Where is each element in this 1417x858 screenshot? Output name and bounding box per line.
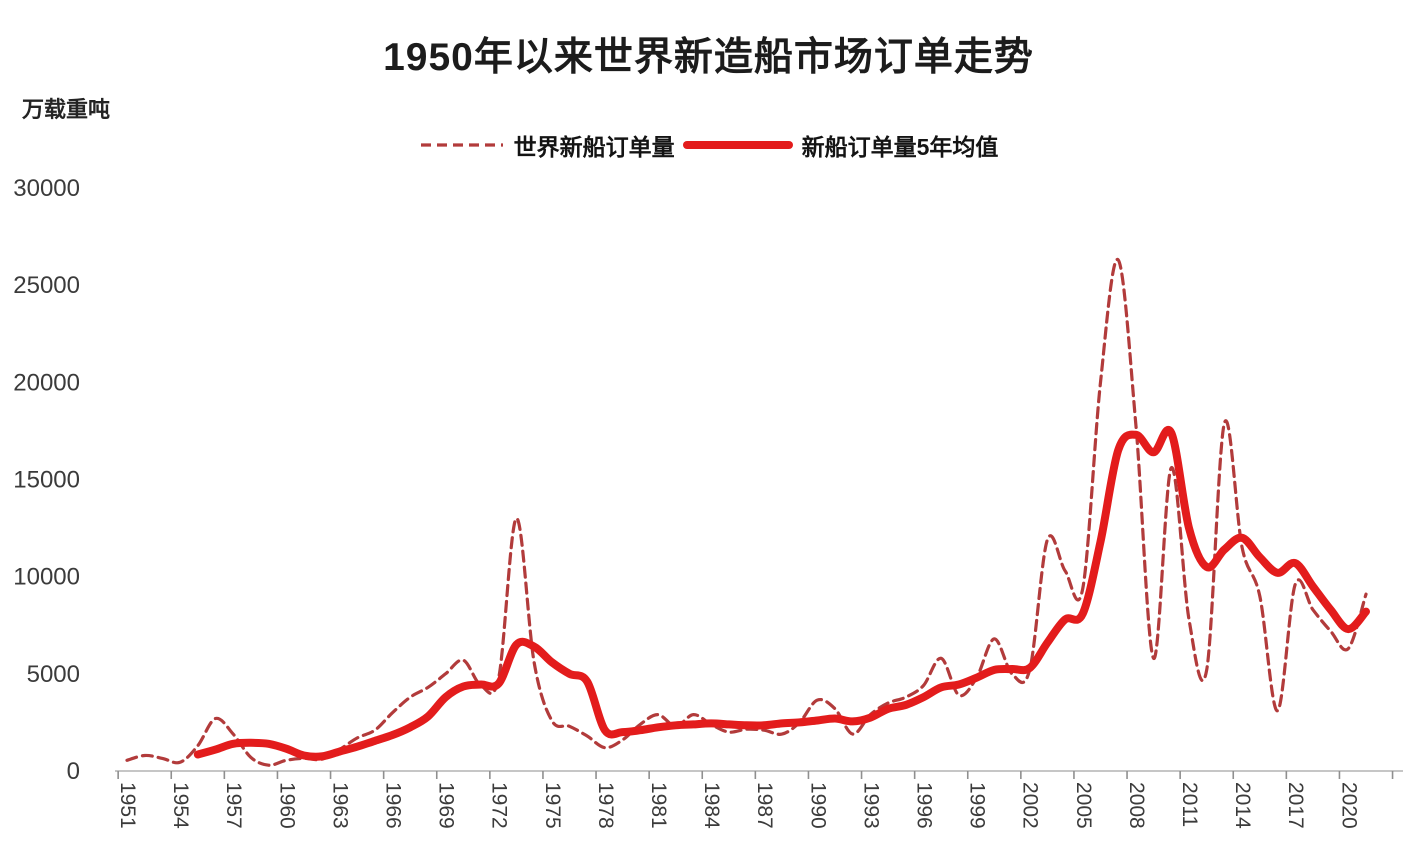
x-axis-tick-label: 2008 bbox=[1125, 782, 1148, 829]
y-axis-tick-label: 10000 bbox=[13, 564, 80, 591]
legend-label-5yr-average: 新船订单量5年均值 bbox=[801, 134, 999, 160]
x-axis-tick-label: 1954 bbox=[169, 782, 192, 829]
x-axis-tick-label: 1963 bbox=[328, 782, 351, 829]
x-axis-tick-label: 2020 bbox=[1337, 782, 1360, 829]
x-axis-tick-label: 2005 bbox=[1072, 782, 1095, 829]
solid-line-swatch-icon bbox=[682, 141, 793, 149]
y-axis-unit-label: 万载重吨 bbox=[22, 97, 111, 122]
y-axis-tick-label: 15000 bbox=[13, 467, 80, 494]
x-axis-tick-label: 2017 bbox=[1284, 782, 1307, 829]
x-axis-tick-label: 1975 bbox=[541, 782, 564, 829]
x-axis-tick-label: 1966 bbox=[382, 782, 405, 829]
y-axis-tick-label: 5000 bbox=[27, 661, 80, 688]
y-axis-tick-label: 30000 bbox=[13, 175, 80, 202]
y-axis-tick-label: 20000 bbox=[13, 369, 80, 396]
x-axis-tick-label: 1993 bbox=[859, 782, 882, 829]
x-axis-tick-label: 1996 bbox=[913, 782, 936, 829]
page-title: 1950年以来世界新造船市场订单走势 bbox=[383, 36, 1034, 79]
legend-item-5yr-average: 新船订单量5年均值 bbox=[682, 128, 999, 162]
x-axis-tick-label: 1969 bbox=[435, 782, 458, 829]
legend-label-annual-orders: 世界新船订单量 bbox=[513, 134, 675, 160]
x-axis-tick-label: 1972 bbox=[488, 782, 511, 829]
series-annual-orders-line bbox=[125, 258, 1368, 767]
legend-item-annual-orders: 世界新船订单量 bbox=[419, 128, 675, 162]
chart-legend: 世界新船订单量 新船订单量5年均值 bbox=[0, 128, 1417, 162]
x-axis-tick-label: 1960 bbox=[275, 782, 298, 829]
x-axis-tick-label: 1984 bbox=[700, 782, 723, 829]
y-axis-tick-label: 0 bbox=[67, 758, 80, 785]
x-axis-tick-label: 1990 bbox=[806, 782, 829, 829]
dashed-line-swatch-icon bbox=[420, 143, 503, 147]
y-axis-tick-label: 25000 bbox=[13, 272, 80, 299]
series-5yr-average-line bbox=[193, 426, 1370, 761]
x-axis-tick-label: 1957 bbox=[222, 782, 245, 829]
x-axis-tick-label: 1981 bbox=[647, 782, 670, 829]
x-axis-tick-label: 2002 bbox=[1019, 782, 1042, 829]
x-axis-tick-label: 1978 bbox=[594, 782, 617, 829]
x-axis-tick-label: 1999 bbox=[966, 782, 989, 829]
x-axis-tick-label: 1951 bbox=[116, 782, 139, 829]
x-axis-tick-label: 1987 bbox=[753, 782, 776, 829]
x-axis-tick-label: 2011 bbox=[1178, 782, 1201, 827]
x-axis-tick-label: 2014 bbox=[1231, 782, 1254, 829]
